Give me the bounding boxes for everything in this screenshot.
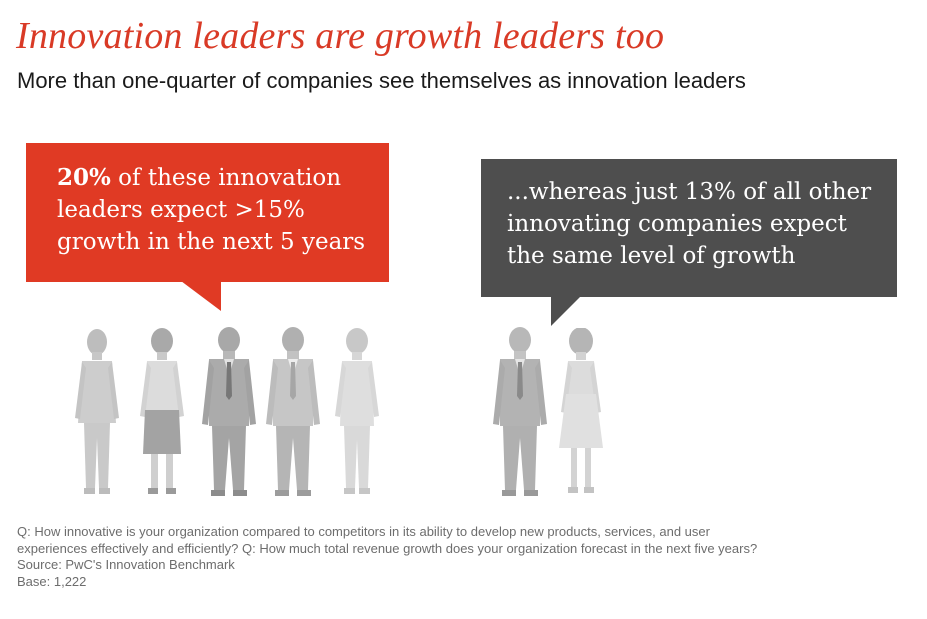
- man-figure-icon: [266, 327, 320, 496]
- man-figure-icon: [493, 327, 547, 496]
- survey-question-line-1: Q: How innovative is your organization c…: [17, 524, 710, 539]
- leaders-callout-bubble: 20% of these innovation leaders expect >…: [26, 143, 389, 311]
- woman-figure-icon: [335, 328, 379, 494]
- leaders-callout-line-1-rest: of these innovation: [110, 165, 342, 191]
- others-callout-line-3: the same level of growth: [507, 243, 796, 269]
- survey-question-line-2: experiences effectively and efficiently?…: [17, 540, 758, 556]
- woman-figure-icon: [140, 328, 184, 494]
- leaders-callout-line-3: growth in the next 5 years: [57, 229, 366, 255]
- leaders-callout-line-1: 20% of these innovation: [57, 162, 369, 194]
- page-title: Innovation leaders are growth leaders to…: [16, 15, 665, 57]
- base-note: Base: 1,222: [17, 573, 87, 589]
- footnotes: Q: How innovative is your organization c…: [17, 524, 907, 590]
- woman-figure-icon: [75, 329, 119, 494]
- others-callout-line-2: innovating companies expect: [507, 211, 847, 237]
- leaders-callout-line-2: leaders expect >15%: [57, 197, 305, 223]
- leaders-highlight-percent: 20%: [57, 164, 111, 191]
- page-subtitle: More than one-quarter of companies see t…: [17, 68, 746, 93]
- others-callout-line-1: ...whereas just 13% of all other: [507, 179, 872, 205]
- source-note: Source: PwC's Innovation Benchmark: [17, 557, 235, 572]
- man-figure-icon: [202, 327, 256, 496]
- woman-figure-icon: [559, 328, 603, 493]
- others-callout-bubble: ...whereas just 13% of all other innovat…: [481, 159, 897, 326]
